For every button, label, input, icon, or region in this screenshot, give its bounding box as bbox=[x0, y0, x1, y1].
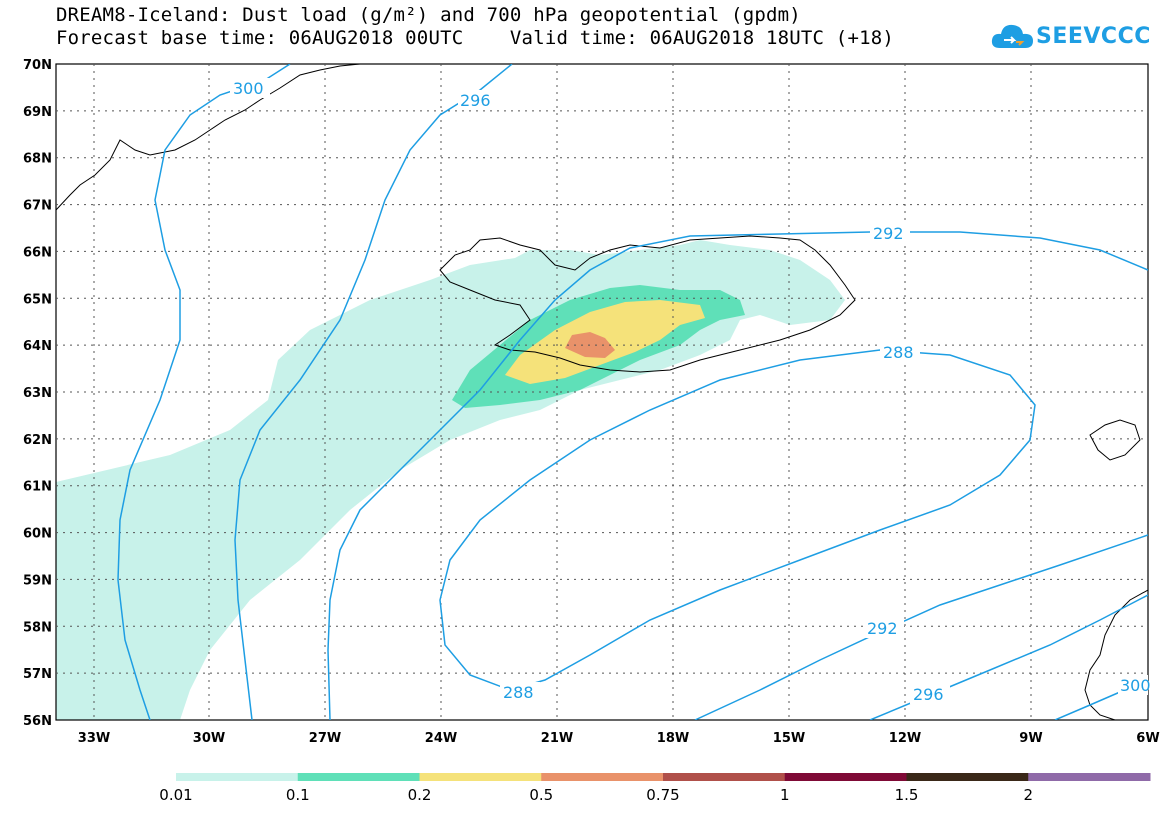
lat-tick-label: 65N bbox=[23, 292, 52, 307]
colorbar-swatch bbox=[541, 773, 664, 781]
lat-tick-label: 56N bbox=[23, 714, 52, 729]
colorbar-tick-label: 1.5 bbox=[895, 786, 919, 804]
colorbar-swatch bbox=[1028, 773, 1151, 781]
lat-tick-label: 68N bbox=[23, 152, 52, 167]
colorbar bbox=[176, 773, 1151, 781]
colorbar-tick-label: 1 bbox=[780, 786, 790, 804]
scotland-coast bbox=[1084, 589, 1148, 720]
contour-label: 296 bbox=[913, 685, 944, 704]
map-subtitle: Forecast base time: 06AUG2018 00UTC Vali… bbox=[56, 27, 895, 49]
lat-tick-label: 62N bbox=[23, 433, 52, 448]
seevccc-logo: SEEVCCC bbox=[990, 18, 1150, 58]
lon-tick-label: 21W bbox=[541, 731, 573, 746]
colorbar-tick-label: 0.1 bbox=[286, 786, 310, 804]
contour-label: 288 bbox=[883, 343, 914, 362]
lat-tick-label: 64N bbox=[23, 339, 52, 354]
lat-tick-label: 58N bbox=[23, 620, 52, 635]
contour-300-west bbox=[117, 64, 291, 720]
iceland-coast bbox=[439, 235, 856, 373]
contour-label: 292 bbox=[867, 619, 898, 638]
colorbar-tick-label: 2 bbox=[1023, 786, 1033, 804]
contour-label: 300 bbox=[1120, 676, 1151, 695]
colorbar-tick-label: 0.5 bbox=[529, 786, 553, 804]
lat-tick-label: 59N bbox=[23, 573, 52, 588]
contour-label: 292 bbox=[873, 224, 904, 243]
lon-tick-label: 6W bbox=[1136, 731, 1159, 746]
faroe-coast bbox=[1089, 419, 1141, 461]
lat-tick-label: 57N bbox=[23, 667, 52, 682]
coastlines bbox=[56, 64, 1148, 720]
lon-tick-label: 9W bbox=[1019, 731, 1042, 746]
lon-tick-label: 18W bbox=[657, 731, 689, 746]
colorbar-swatch bbox=[176, 773, 299, 781]
lon-tick-label: 24W bbox=[425, 731, 457, 746]
longitude-labels: 33W 30W 27W 24W 21W 18W 15W 12W 9W 6W bbox=[78, 731, 1160, 746]
lat-tick-label: 67N bbox=[23, 199, 52, 214]
dust-shading bbox=[56, 240, 845, 720]
lat-tick-label: 69N bbox=[23, 105, 52, 120]
colorbar-tick-label: 0.2 bbox=[408, 786, 432, 804]
contour-label: 296 bbox=[460, 91, 491, 110]
colorbar-tick-label: 0.75 bbox=[646, 786, 679, 804]
colorbar-tick-label: 0.01 bbox=[159, 786, 192, 804]
colorbar-swatch bbox=[906, 773, 1029, 781]
colorbar-swatch bbox=[419, 773, 542, 781]
lat-tick-label: 61N bbox=[23, 480, 52, 495]
colorbar-swatch bbox=[784, 773, 907, 781]
colorbar-labels: 0.01 0.1 0.2 0.5 0.75 1 1.5 2 bbox=[159, 786, 1033, 804]
gridlines bbox=[56, 64, 1148, 720]
contour-296-west bbox=[234, 64, 513, 720]
lat-tick-label: 70N bbox=[23, 58, 52, 73]
lat-tick-label: 60N bbox=[23, 527, 52, 542]
lon-tick-label: 30W bbox=[193, 731, 225, 746]
dust-area-low bbox=[56, 240, 845, 720]
contour-label: 288 bbox=[503, 683, 534, 702]
colorbar-swatch bbox=[297, 773, 420, 781]
latitude-labels: 70N 69N 68N 67N 66N 65N 64N 63N 62N 61N 60N 59N 58N 5… bbox=[23, 58, 52, 729]
map-title: DREAM8-Iceland: Dust load (g/m²) and 700… bbox=[56, 4, 801, 26]
contour-label: 300 bbox=[233, 79, 264, 98]
lon-tick-label: 15W bbox=[773, 731, 805, 746]
lat-tick-label: 63N bbox=[23, 386, 52, 401]
contour-288 bbox=[439, 349, 1036, 691]
cloud-icon bbox=[991, 24, 1033, 48]
lon-tick-label: 12W bbox=[889, 731, 921, 746]
lon-tick-label: 27W bbox=[309, 731, 341, 746]
contour-labels: 300 296 292 288 292 296 300 288 bbox=[230, 78, 1151, 704]
geopotential-contours bbox=[117, 64, 1148, 720]
lat-tick-label: 66N bbox=[23, 245, 52, 260]
greenland-coast bbox=[56, 64, 361, 211]
contour-292 bbox=[327, 231, 1148, 720]
colorbar-swatch bbox=[663, 773, 786, 781]
contour-292-south bbox=[694, 534, 1148, 720]
logo-text: SEEVCCC bbox=[1036, 24, 1151, 49]
lon-tick-label: 33W bbox=[78, 731, 110, 746]
